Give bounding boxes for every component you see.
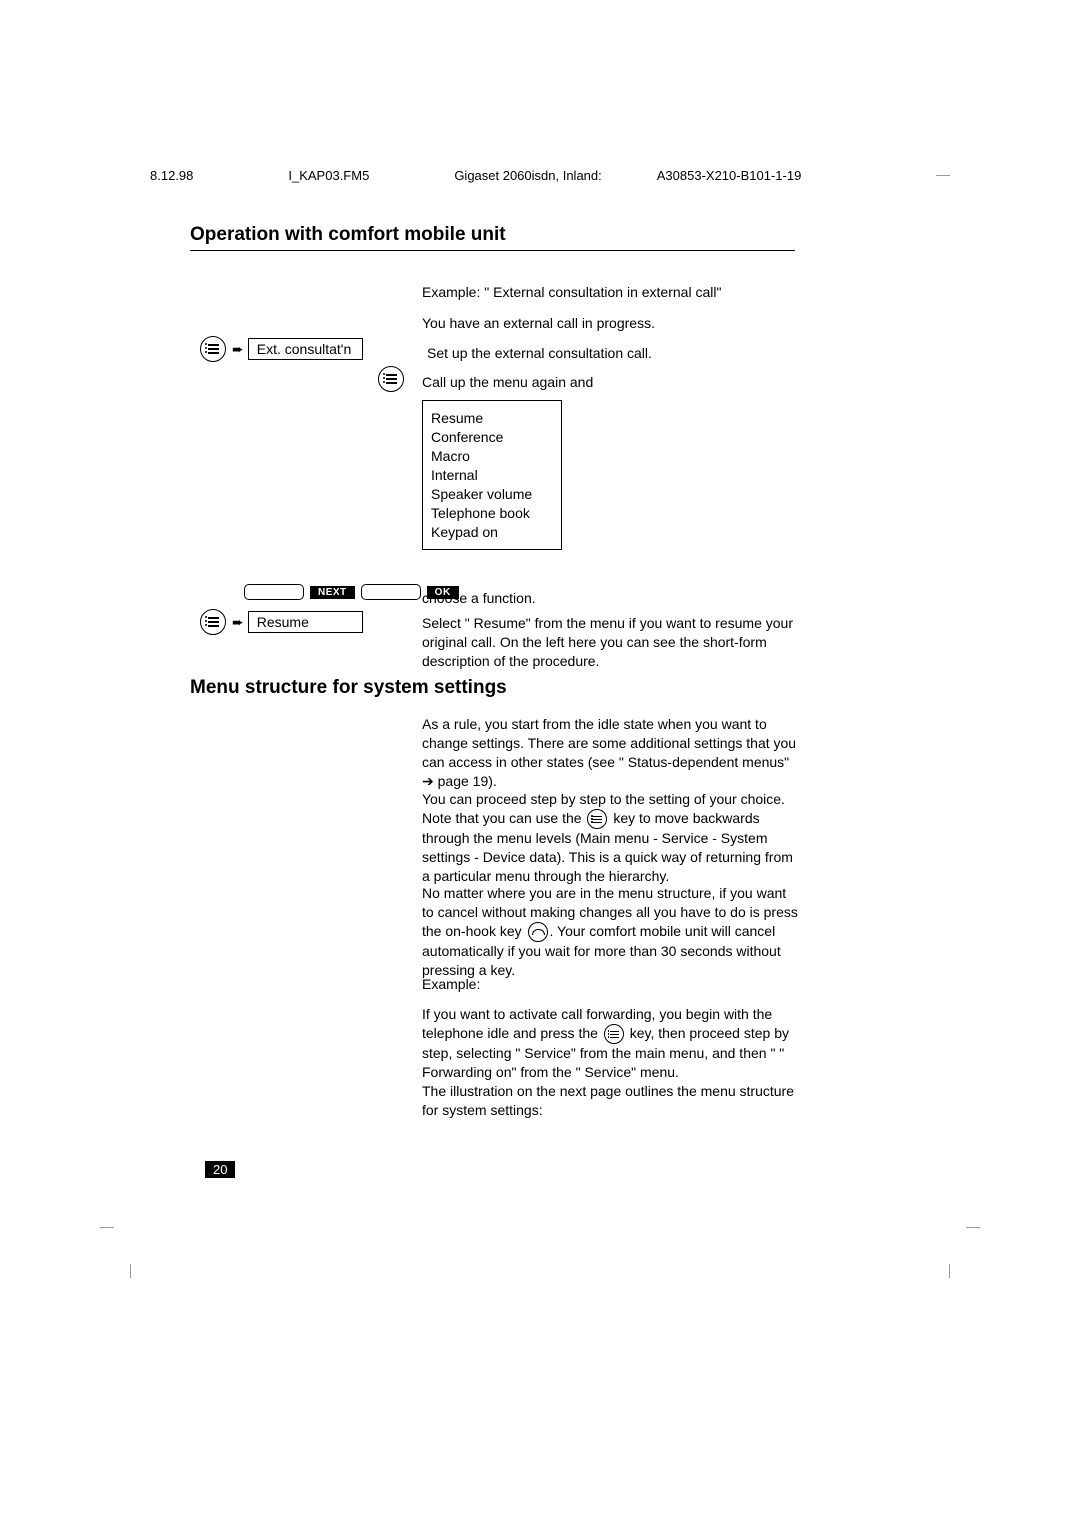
para-cancel: No matter where you are in the menu stru… xyxy=(422,884,800,980)
crop-mark xyxy=(130,1264,131,1278)
softkey-blank xyxy=(244,584,304,600)
menu-icon xyxy=(200,336,226,362)
menu-item: Internal xyxy=(431,467,553,483)
softkey-next: NEXT xyxy=(310,586,355,599)
step-resume: ➨ Resume xyxy=(200,609,363,635)
menu-list: Resume Conference Macro Internal Speaker… xyxy=(422,400,562,550)
para-example-label: Example: xyxy=(422,975,800,994)
menu-item: Speaker volume xyxy=(431,486,553,502)
text: page 19). xyxy=(434,773,497,789)
crop-mark xyxy=(966,1227,980,1228)
crop-mark xyxy=(936,175,950,176)
para-proceed: You can proceed step by step to the sett… xyxy=(422,790,800,886)
step-ext-consult: ➨ Ext. consultat'n xyxy=(200,336,363,362)
text-external-call: You have an external call in progress. xyxy=(422,314,800,333)
section-title-operation: Operation with comfort mobile unit xyxy=(190,224,506,246)
page-header: 8.12.98 I_KAP03.FM5 Gigaset 2060isdn, In… xyxy=(130,168,950,183)
arrow-icon: ➨ xyxy=(232,614,242,631)
text-select-resume: Select " Resume" from the menu if you wa… xyxy=(422,614,800,671)
arrow-icon: ➔ xyxy=(422,773,434,789)
menu-icon xyxy=(604,1024,624,1044)
text: As a rule, you start from the idle state… xyxy=(422,716,796,770)
softkey-blank xyxy=(361,584,421,600)
box-ext-consult: Ext. consultat'n xyxy=(248,338,363,360)
menu-item: Resume xyxy=(431,410,553,426)
menu-item: Keypad on xyxy=(431,524,553,540)
menu-icon xyxy=(378,366,404,392)
para-idle-state: As a rule, you start from the idle state… xyxy=(422,715,800,791)
step-call-menu xyxy=(378,366,404,392)
title-rule xyxy=(190,250,795,251)
text-setup: Set up the external consultation call. xyxy=(427,344,800,363)
crop-mark xyxy=(100,1227,114,1228)
menu-icon xyxy=(200,609,226,635)
section-title-menustruct: Menu structure for system settings xyxy=(190,677,507,699)
header-code: A30853-X210-B101-1-19 xyxy=(657,168,802,183)
menu-icon xyxy=(587,809,607,829)
menu-item: Telephone book xyxy=(431,505,553,521)
menu-item: Macro xyxy=(431,448,553,464)
page-number: 20 xyxy=(205,1161,235,1178)
box-resume: Resume xyxy=(248,611,363,633)
text-callup: Call up the menu again and xyxy=(422,373,800,392)
text-choose: choose a function. xyxy=(422,589,800,608)
para-forwarding: If you want to activate call forwarding,… xyxy=(422,1005,800,1082)
para-illustration: The illustration on the next page outlin… xyxy=(422,1082,800,1120)
crop-mark xyxy=(949,1264,950,1278)
arrow-icon: ➨ xyxy=(232,341,242,358)
example-label: Example: " External consultation in exte… xyxy=(422,283,800,302)
header-title: Gigaset 2060isdn, Inland: xyxy=(454,168,601,183)
header-date: 8.12.98 xyxy=(150,168,193,183)
onhook-icon xyxy=(528,922,548,942)
header-file: I_KAP03.FM5 xyxy=(288,168,369,183)
menu-item: Conference xyxy=(431,429,553,445)
